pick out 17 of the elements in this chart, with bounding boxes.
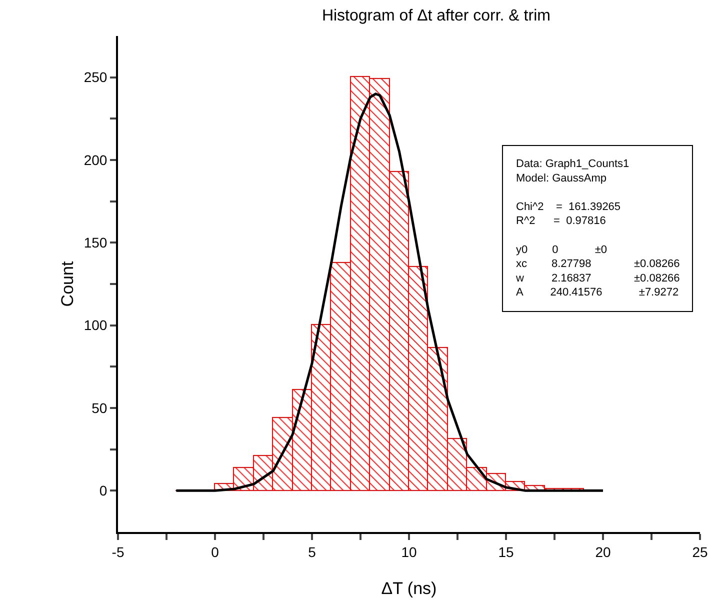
text: Data: Graph1_Counts1 Model: GaussAmp Chi^2 = 161.39265 R^2 = 0.97816 y0 0 ±0 xc 8.27798 ±0.08266 w 2.16837 ±0.08266 A 240.41576 ±7.9272 [516, 158, 680, 299]
x-tick-label: 15 [498, 544, 514, 560]
chart-title: Histogram of Δt after corr. & trim [322, 7, 550, 24]
x-tick-label: 20 [595, 544, 611, 560]
y-tick-label: 150 [84, 234, 108, 251]
x-tick-label: 0 [211, 544, 220, 560]
y-tick-label: 50 [92, 400, 108, 416]
y-tick-label: 250 [84, 69, 108, 86]
x-axis-title: ΔT (ns) [381, 579, 437, 598]
y-tick-label: 100 [84, 317, 108, 334]
x-tick-label: 5 [308, 544, 316, 560]
y-tick-label: 0 [99, 482, 108, 499]
y-tick-label: 200 [84, 152, 108, 168]
y-axis-title: Count [58, 261, 77, 307]
x-tick-label: 10 [401, 544, 417, 560]
x-tick-label: -5 [112, 544, 124, 560]
x-tick-label: 25 [692, 544, 708, 560]
